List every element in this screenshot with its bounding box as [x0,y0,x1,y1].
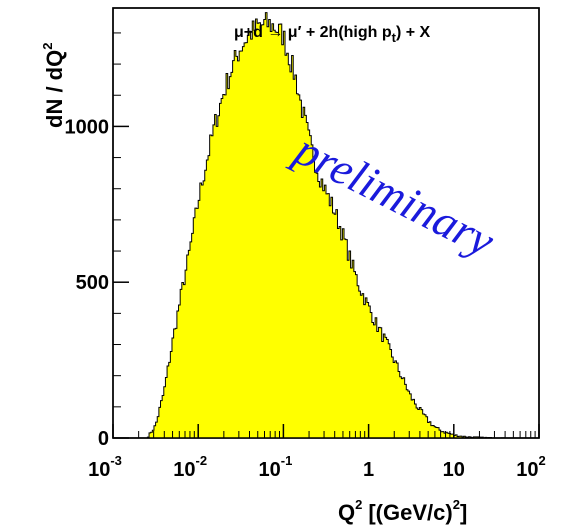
x-tick-base: 10 [258,459,280,481]
x-tick-label: 10 [443,459,465,481]
x-tick-base: 10 [173,459,195,481]
x-tick-label: 102 [516,453,545,481]
x-tick-label: 1 [363,459,374,481]
x-label-q: Q [338,500,355,525]
x-tick-label: 10-3 [88,453,122,481]
reaction-text: μ+d → μ′ + 2h(high p [234,24,392,41]
x-tick-base: 10 [443,459,465,481]
x-label-sup1: 2 [355,497,362,512]
reaction-subscript: t [392,30,397,45]
x-label-close: ] [460,500,467,525]
reaction-annotation: μ+d → μ′ + 2h(high pt) + X [234,24,431,45]
x-tick-base: 10 [88,459,110,481]
y-tick-label: 1000 [65,116,110,138]
y-axis-label-sup: 2 [40,43,55,50]
x-tick-exponent: -1 [281,453,293,468]
y-tick-label: 0 [98,428,109,450]
y-tick-label: 500 [76,272,109,294]
x-tick-exponent: 2 [539,453,546,468]
y-axis-label: dN / dQ2 [40,43,67,128]
x-label-unit: [(GeV/c) [368,500,452,525]
x-label-sup2: 2 [453,497,460,512]
x-tick-exponent: -3 [110,453,122,468]
x-axis-label: Q2 [(GeV/c)2] [338,497,467,525]
x-tick-label: 10-2 [173,453,207,481]
y-axis-label-text: dN / dQ [42,50,67,128]
reaction-tail: ) + X [396,24,431,41]
x-tick-base: 10 [516,459,538,481]
x-tick-base: 1 [363,459,374,481]
x-tick-exponent: -2 [196,453,208,468]
x-tick-label: 10-1 [258,453,292,481]
plot-frame-border [112,7,540,439]
